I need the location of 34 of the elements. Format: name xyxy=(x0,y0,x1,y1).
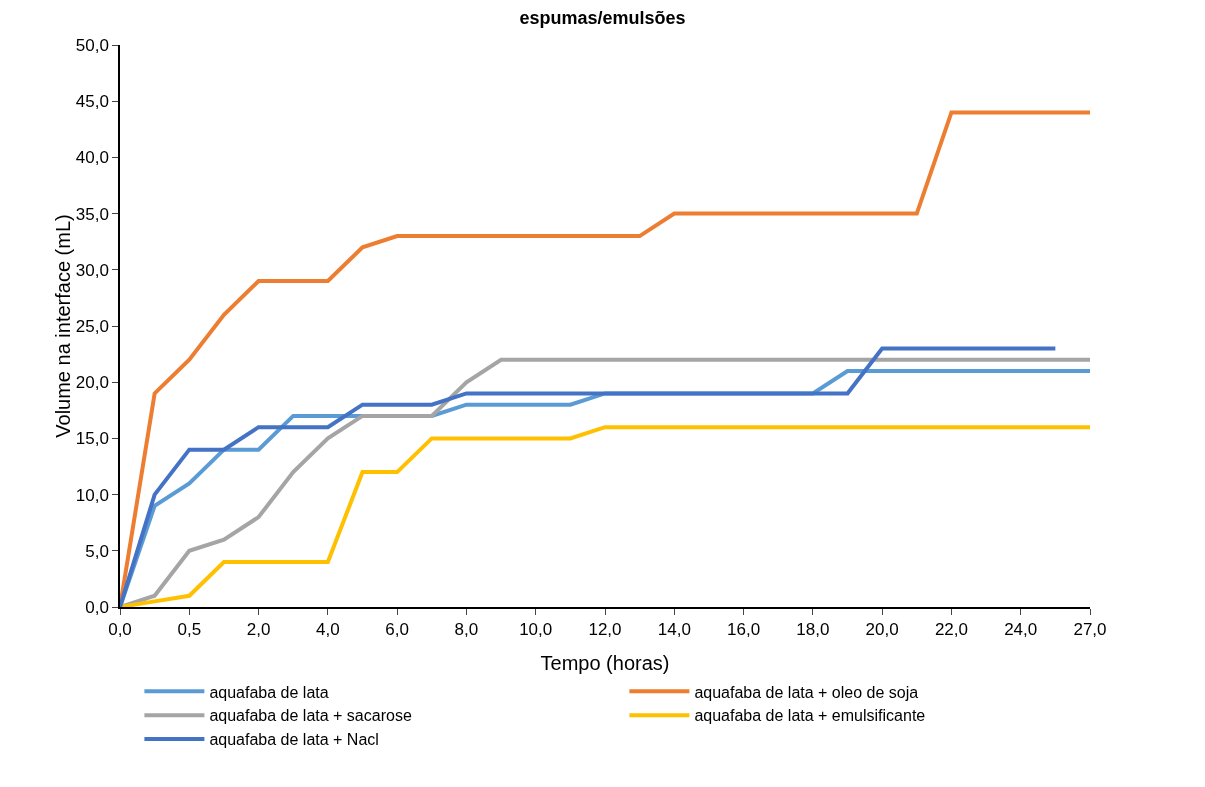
legend-label: aquafaba de lata xyxy=(209,683,329,701)
x-tick-label: 27,0 xyxy=(1073,620,1107,640)
y-tick-label: 10,0 xyxy=(75,485,109,505)
chart-title: espumas/emulsões xyxy=(519,8,686,29)
legend-label: aquafaba de lata + emulsificante xyxy=(694,707,926,725)
x-tick-label: 2,0 xyxy=(246,620,271,640)
x-tick-label: 24,0 xyxy=(1004,620,1038,640)
y-tick-label: 35,0 xyxy=(75,204,109,224)
x-tick-label: 22,0 xyxy=(934,620,968,640)
y-tick-label: 45,0 xyxy=(75,92,109,112)
x-tick-label: 16,0 xyxy=(727,620,761,640)
x-tick-label: 6,0 xyxy=(385,620,409,640)
x-tick-label: 0,5 xyxy=(177,620,202,640)
x-tick-label: 12,0 xyxy=(588,620,622,640)
legend-label: aquafaba de lata + oleo de soja xyxy=(694,683,919,701)
y-tick-label: 50,0 xyxy=(75,35,109,55)
x-tick-label: 8,0 xyxy=(454,620,479,640)
x-tick-label: 14,0 xyxy=(657,620,691,640)
x-axis-title: Tempo (horas) xyxy=(540,652,670,675)
y-tick-label: 5,0 xyxy=(85,541,109,561)
x-tick-label: 20,0 xyxy=(865,620,899,640)
y-tick-label: 15,0 xyxy=(75,429,109,449)
x-tick-label: 4,0 xyxy=(316,620,340,640)
y-axis-title: Volume na interface (mL) xyxy=(51,214,74,438)
legend-label: aquafaba de lata + Nacl xyxy=(209,731,379,749)
y-tick-label: 20,0 xyxy=(75,373,109,393)
y-tick-label: 40,0 xyxy=(75,148,109,168)
y-tick-label: 30,0 xyxy=(75,260,109,280)
legend-label: aquafaba de lata + sacarose xyxy=(209,707,412,725)
y-tick-label: 0,0 xyxy=(85,597,109,617)
x-tick-label: 0,0 xyxy=(108,620,132,640)
x-tick-label: 10,0 xyxy=(519,620,553,640)
y-tick-label: 25,0 xyxy=(75,316,109,336)
x-tick-label: 18,0 xyxy=(796,620,830,640)
